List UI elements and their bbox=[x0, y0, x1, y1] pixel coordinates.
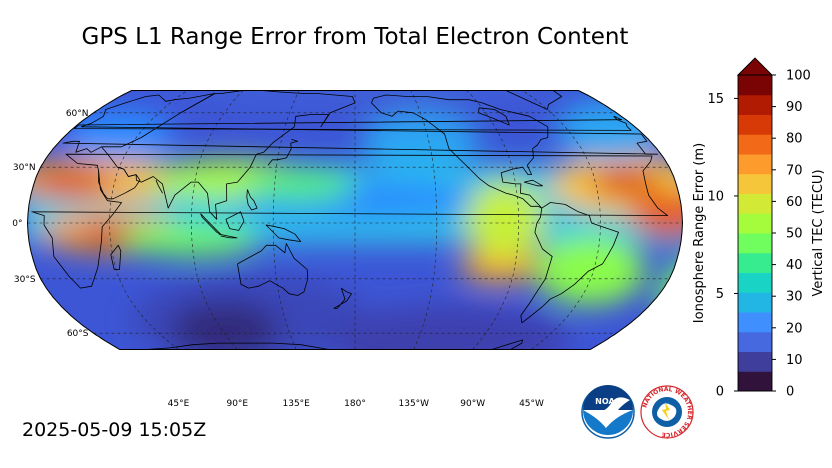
colorbar-block bbox=[738, 213, 772, 234]
coastline-arabia bbox=[98, 166, 141, 200]
colorbar-right-tick-label: 0 bbox=[786, 385, 794, 400]
latitude-label: 60°N bbox=[66, 109, 89, 119]
longitude-label: 90°W bbox=[460, 399, 485, 409]
meridian-line bbox=[191, 90, 244, 350]
latitude-label: 0° bbox=[12, 219, 22, 229]
colorbar-right-tick-label: 30 bbox=[786, 290, 803, 305]
coastline-europe bbox=[62, 93, 658, 155]
tec-blobs bbox=[27, 90, 683, 350]
colorbar-block bbox=[738, 312, 772, 333]
northern-mid bbox=[160, 90, 560, 105]
colorbar-right-tick-label: 70 bbox=[786, 163, 803, 178]
north-africa-peak bbox=[27, 169, 115, 197]
coastline-new-guinea bbox=[265, 224, 302, 242]
longitude-label: 90°E bbox=[226, 399, 248, 409]
colorbar-block bbox=[738, 193, 772, 214]
coastline-india-sea bbox=[155, 180, 163, 194]
timestamp: 2025-05-09 15:05Z bbox=[22, 419, 207, 441]
atlantic-peak bbox=[590, 168, 660, 196]
globe-outline bbox=[26, 90, 684, 350]
longitude-label: 135°W bbox=[399, 399, 430, 409]
coastline-new-zealand bbox=[333, 287, 352, 309]
colorbar-right-tick-label: 80 bbox=[786, 132, 803, 147]
colorbar-left-tick-label: 10 bbox=[707, 189, 724, 204]
meridian-line bbox=[410, 90, 438, 350]
tec-field bbox=[27, 90, 683, 350]
colorbar-block bbox=[738, 233, 772, 254]
north-pacific-mid bbox=[360, 112, 480, 168]
longitude-label: 180° bbox=[344, 399, 366, 409]
asia-tail bbox=[245, 169, 355, 201]
colorbar-right-ticks: 0 10 20 30 40 50 60 70 80 90 100 bbox=[772, 69, 811, 400]
longitude-label: 135°E bbox=[283, 399, 311, 409]
coastline-philippines bbox=[246, 189, 258, 211]
colorbar-block bbox=[738, 292, 772, 313]
latitude-labels: 60°N 30°N 0° 30°S 60°S bbox=[12, 109, 89, 339]
colorbar-block bbox=[738, 252, 772, 273]
coastline-africa bbox=[31, 153, 668, 289]
east-pacific-band bbox=[465, 180, 545, 260]
colorbar-right-tick-label: 100 bbox=[786, 69, 811, 84]
noaa-logo-text: NOAA bbox=[595, 397, 621, 406]
meridian-line bbox=[272, 90, 300, 350]
colorbar-block bbox=[738, 114, 772, 135]
colorbar-block bbox=[738, 331, 772, 352]
colorbar-right-tick-label: 20 bbox=[786, 321, 803, 336]
colorbar-block bbox=[738, 371, 772, 392]
colorbar-block bbox=[738, 272, 772, 293]
colorbar-right-tick-label: 10 bbox=[786, 353, 803, 368]
coastline-java bbox=[218, 233, 238, 239]
colorbar-right-tick-label: 60 bbox=[786, 195, 803, 210]
latitude-label: 30°S bbox=[14, 275, 36, 285]
graticule bbox=[27, 90, 683, 350]
colorbar-left-tick-label: 5 bbox=[716, 287, 724, 302]
colorbar-right-tick-label: 90 bbox=[786, 100, 803, 115]
coastline-madagascar bbox=[110, 244, 122, 270]
coastlines bbox=[31, 90, 668, 350]
coastline-australia bbox=[237, 243, 309, 296]
map-title: GPS L1 Range Error from Total Electron C… bbox=[81, 24, 629, 50]
colorbar-blocks bbox=[738, 75, 772, 392]
coastline-sumatra bbox=[200, 213, 221, 235]
colorbar-extend-triangle bbox=[736, 57, 774, 76]
colorbar-right-tick-label: 50 bbox=[786, 227, 803, 242]
colorbar-right-label: Vertical TEC (TECU) bbox=[811, 169, 826, 296]
noaa-logo: NOAA bbox=[581, 385, 635, 439]
coastline-cuba bbox=[523, 179, 543, 187]
colorbar-block bbox=[738, 134, 772, 155]
longitude-label: 45°W bbox=[519, 399, 544, 409]
nws-logo: NATIONAL WEATHER SERVICE bbox=[640, 385, 694, 439]
colorbar-left-tick-label: 0 bbox=[716, 385, 724, 400]
coastline-south-america bbox=[520, 202, 619, 324]
colorbar-block bbox=[738, 351, 772, 372]
colorbar-block bbox=[738, 94, 772, 115]
southern-pacific-low bbox=[330, 305, 570, 350]
coastline-uk bbox=[74, 115, 632, 131]
colorbar-left-ticks: 0 5 10 15 bbox=[707, 92, 738, 400]
coastline-greenland bbox=[481, 90, 562, 110]
colorbar-block bbox=[738, 173, 772, 194]
colorbar-right-tick-label: 40 bbox=[786, 258, 803, 273]
coastline-asia bbox=[101, 90, 356, 220]
longitude-label: 45°E bbox=[168, 399, 190, 409]
west-africa-edge bbox=[630, 193, 683, 237]
colorbar-block bbox=[738, 75, 772, 96]
colorbar-block bbox=[738, 154, 772, 175]
meridian-line bbox=[466, 90, 520, 350]
colorbar-left-label: Ionosphere Range Error (m) bbox=[692, 143, 707, 323]
longitude-labels: 45°E 90°E 135°E 180° 135°W 90°W 45°W bbox=[168, 399, 544, 409]
coastline-borneo bbox=[225, 211, 245, 231]
coastline-antarctica bbox=[119, 339, 554, 350]
coastline-north-america bbox=[371, 94, 549, 209]
coastline-hudson bbox=[478, 107, 510, 126]
latitude-label: 60°S bbox=[67, 329, 89, 339]
indian-ocean-band bbox=[120, 224, 260, 256]
colorbar-left-tick-label: 15 bbox=[707, 92, 724, 107]
coastline-japan bbox=[267, 139, 298, 166]
latitude-label: 30°N bbox=[13, 163, 36, 173]
